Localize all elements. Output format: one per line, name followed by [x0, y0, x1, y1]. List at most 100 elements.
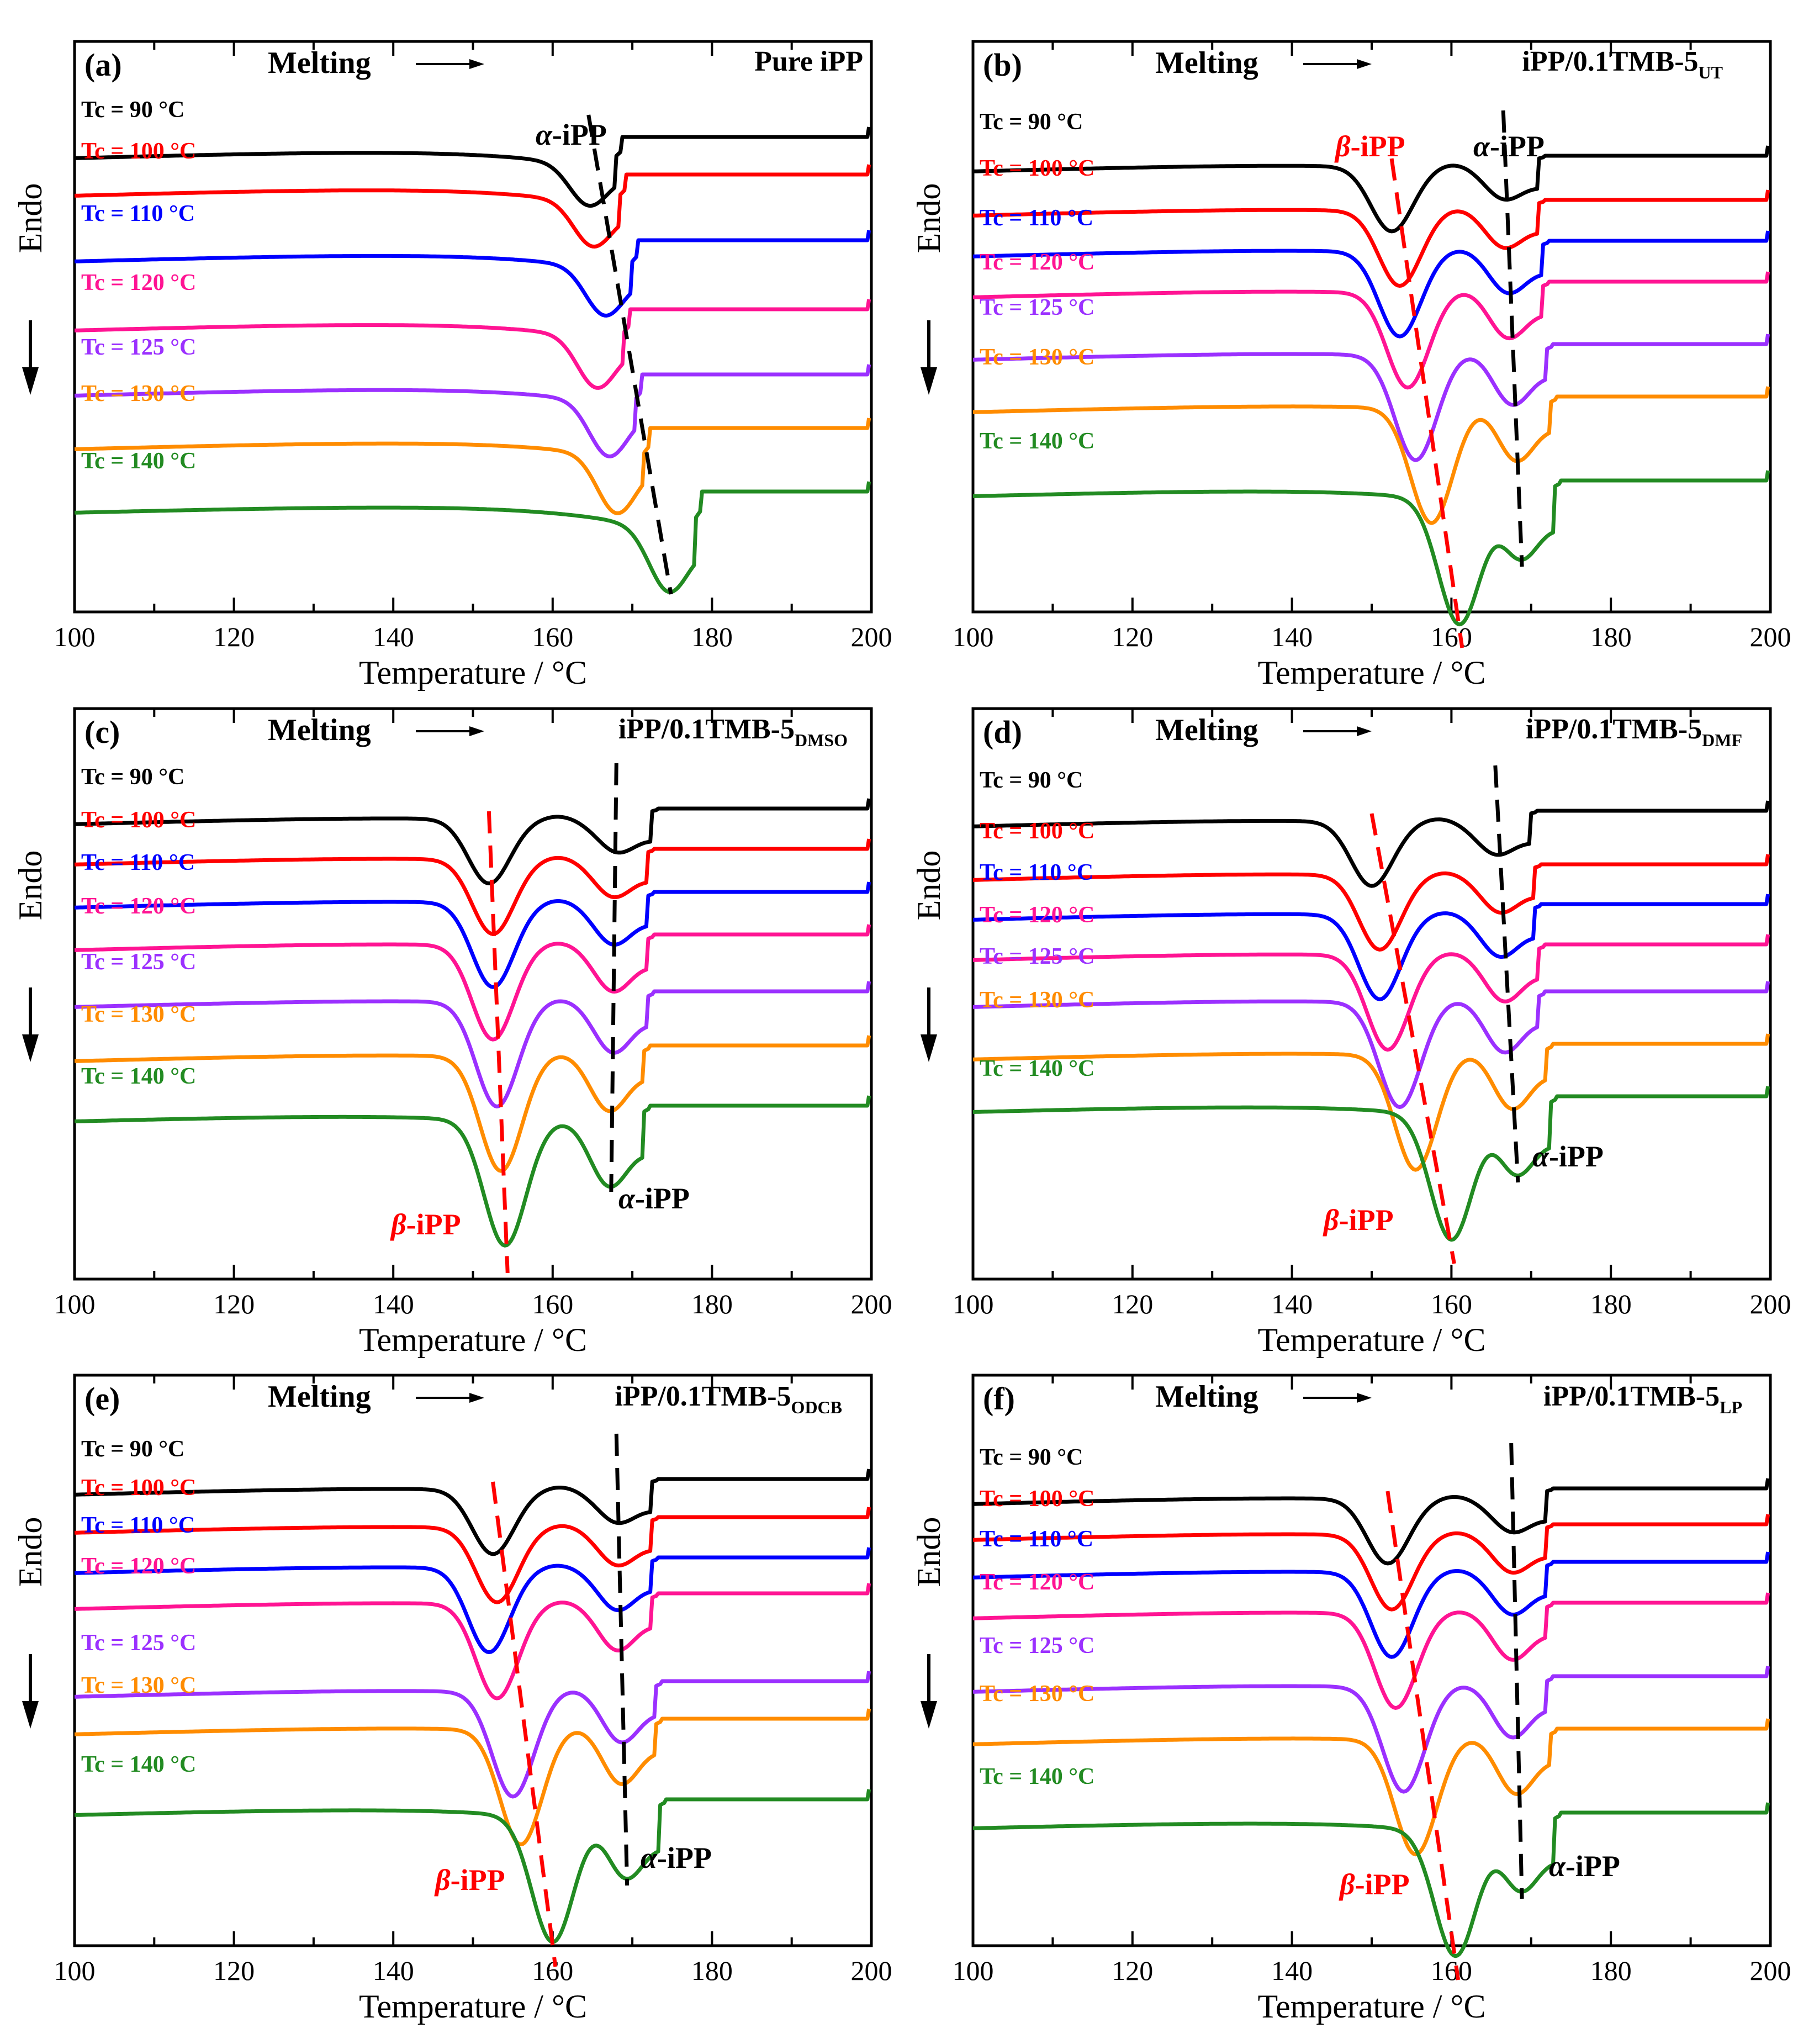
series-label: Tc = 130 °C — [81, 381, 196, 406]
sample-title-subscript: DMSO — [795, 730, 848, 750]
phase-annotation: β-iPP — [1334, 130, 1405, 163]
sample-title-main: iPP/0.1TMB-5 — [1543, 1381, 1720, 1412]
x-axis-title: Temperature / °C — [1258, 1322, 1486, 1358]
curve-4 — [74, 1583, 871, 1700]
phase-name: -iPP — [406, 1208, 461, 1241]
panel-letter: (f) — [983, 1381, 1015, 1417]
x-tick-label: 200 — [1750, 621, 1791, 652]
phase-name: -iPP — [1355, 1868, 1410, 1901]
x-tick-label: 120 — [213, 1288, 255, 1319]
panel-letter: (e) — [84, 1381, 120, 1417]
curve-6 — [74, 1708, 871, 1847]
phase-name: -iPP — [635, 1182, 690, 1215]
series-label: Tc = 130 °C — [81, 1002, 196, 1027]
y-axis-title: Endo — [12, 183, 49, 253]
series-label: Tc = 110 °C — [980, 860, 1093, 885]
series-label: Tc = 110 °C — [980, 205, 1093, 231]
x-tick-label: 120 — [1112, 621, 1153, 652]
series-label: Tc = 120 °C — [980, 1570, 1094, 1595]
series-label: Tc = 140 °C — [980, 1056, 1094, 1081]
sample-title: iPP/0.1TMB-5ODCB — [615, 1381, 842, 1417]
series-label: Tc = 130 °C — [980, 1681, 1094, 1707]
right-arrow-icon — [1357, 726, 1372, 736]
curve-1 — [972, 1478, 1770, 1566]
curve-7 — [972, 1086, 1770, 1242]
series-label: Tc = 140 °C — [81, 1752, 196, 1777]
phase-symbol: β — [434, 1863, 451, 1897]
x-tick-label: 140 — [373, 621, 414, 652]
phase-annotation: α-iPP — [1532, 1140, 1604, 1173]
x-tick-label: 160 — [532, 621, 573, 652]
x-tick-label: 180 — [1590, 621, 1632, 652]
x-tick-label: 160 — [1431, 1955, 1472, 1986]
y-axis-title: Endo — [12, 1517, 49, 1587]
phase-annotation: α-iPP — [641, 1841, 712, 1874]
curve-5 — [74, 364, 871, 458]
phase-annotation: α-iPP — [618, 1182, 690, 1215]
sample-title: iPP/0.1TMB-5DMF — [1526, 714, 1742, 750]
series-label: Tc = 120 °C — [980, 250, 1094, 275]
curve-2 — [74, 164, 871, 249]
series-label: Tc = 140 °C — [81, 1064, 196, 1089]
curve-3 — [972, 1551, 1770, 1659]
series-label: Tc = 120 °C — [980, 902, 1094, 928]
phase-symbol: β — [390, 1208, 406, 1241]
series-label: Tc = 100 °C — [81, 1475, 196, 1501]
curve-7 — [74, 1789, 871, 1944]
curve-4 — [74, 299, 871, 390]
curve-3 — [74, 881, 871, 989]
series-label: Tc = 140 °C — [980, 429, 1094, 454]
x-tick-label: 200 — [851, 621, 892, 652]
x-tick-label: 100 — [953, 1288, 994, 1319]
phase-symbol: β — [1323, 1203, 1339, 1237]
down-arrow-icon — [22, 1701, 39, 1729]
x-tick-label: 140 — [373, 1955, 414, 1986]
sample-title: Pure iPP — [754, 46, 863, 77]
panel-f: 100 120 140 160 180 200 Temperature / °C Endo (f… — [911, 1374, 1791, 2025]
curve-1 — [972, 800, 1770, 888]
series-label: Tc = 125 °C — [980, 295, 1094, 320]
series-label: Tc = 130 °C — [980, 987, 1094, 1013]
sample-title: iPP/0.1TMB-5DMSO — [618, 714, 848, 750]
series-label: Tc = 110 °C — [81, 850, 195, 875]
right-arrow-icon — [1357, 1393, 1372, 1403]
x-tick-label: 100 — [54, 621, 96, 652]
series-label: Tc = 125 °C — [81, 1630, 196, 1656]
series-label: Tc = 100 °C — [81, 807, 196, 833]
x-tick-label: 120 — [1112, 1955, 1153, 1986]
beta-peak-guide — [1369, 813, 1456, 1264]
series-label: Tc = 100 °C — [980, 818, 1094, 844]
beta-peak-guide — [486, 811, 510, 1274]
curve-6 — [972, 1033, 1770, 1172]
right-arrow-icon — [469, 59, 484, 69]
curve-5 — [972, 1666, 1770, 1794]
x-tick-label: 120 — [1112, 1288, 1153, 1319]
down-arrow-icon — [22, 367, 39, 395]
x-tick-label: 100 — [953, 1955, 994, 1986]
y-axis-title: Endo — [911, 183, 947, 253]
curve-6 — [74, 1035, 871, 1173]
melting-label: Melting — [1155, 46, 1258, 80]
curve-7 — [973, 1802, 1770, 1958]
curve-3 — [74, 230, 871, 318]
phase-name: -iPP — [1351, 130, 1405, 163]
alpha-peak-guide — [1501, 110, 1524, 567]
curve-5 — [74, 981, 871, 1108]
phase-name: -iPP — [1339, 1203, 1394, 1237]
curve-3 — [972, 894, 1770, 1001]
series-label: Tc = 120 °C — [81, 1554, 196, 1579]
alpha-peak-guide — [614, 1433, 630, 1886]
curve-4 — [74, 924, 871, 1042]
phase-annotation: β-iPP — [1323, 1203, 1394, 1237]
curve-2 — [972, 854, 1770, 952]
down-arrow-icon — [921, 367, 937, 395]
series-label: Tc = 140 °C — [81, 448, 196, 474]
down-arrow-icon — [921, 1701, 937, 1729]
phase-symbol: α — [1532, 1140, 1549, 1173]
curve-7 — [74, 1095, 871, 1248]
x-tick-label: 160 — [1431, 621, 1472, 652]
sample-title-subscript: LP — [1720, 1397, 1742, 1417]
sample-title-main: Pure iPP — [754, 46, 863, 77]
